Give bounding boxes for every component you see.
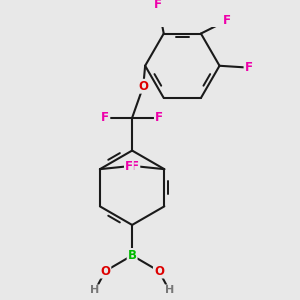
Text: F: F: [244, 61, 253, 74]
Text: F: F: [125, 160, 133, 173]
Text: F: F: [154, 0, 162, 11]
Text: O: O: [100, 265, 110, 278]
Text: F: F: [155, 111, 163, 124]
Text: B: B: [128, 249, 136, 262]
Text: F: F: [223, 14, 231, 27]
Text: O: O: [154, 265, 164, 278]
Text: H: H: [165, 285, 174, 296]
Text: F: F: [101, 111, 109, 124]
Text: H: H: [90, 285, 100, 296]
Text: O: O: [138, 80, 148, 93]
Text: F: F: [131, 160, 139, 173]
